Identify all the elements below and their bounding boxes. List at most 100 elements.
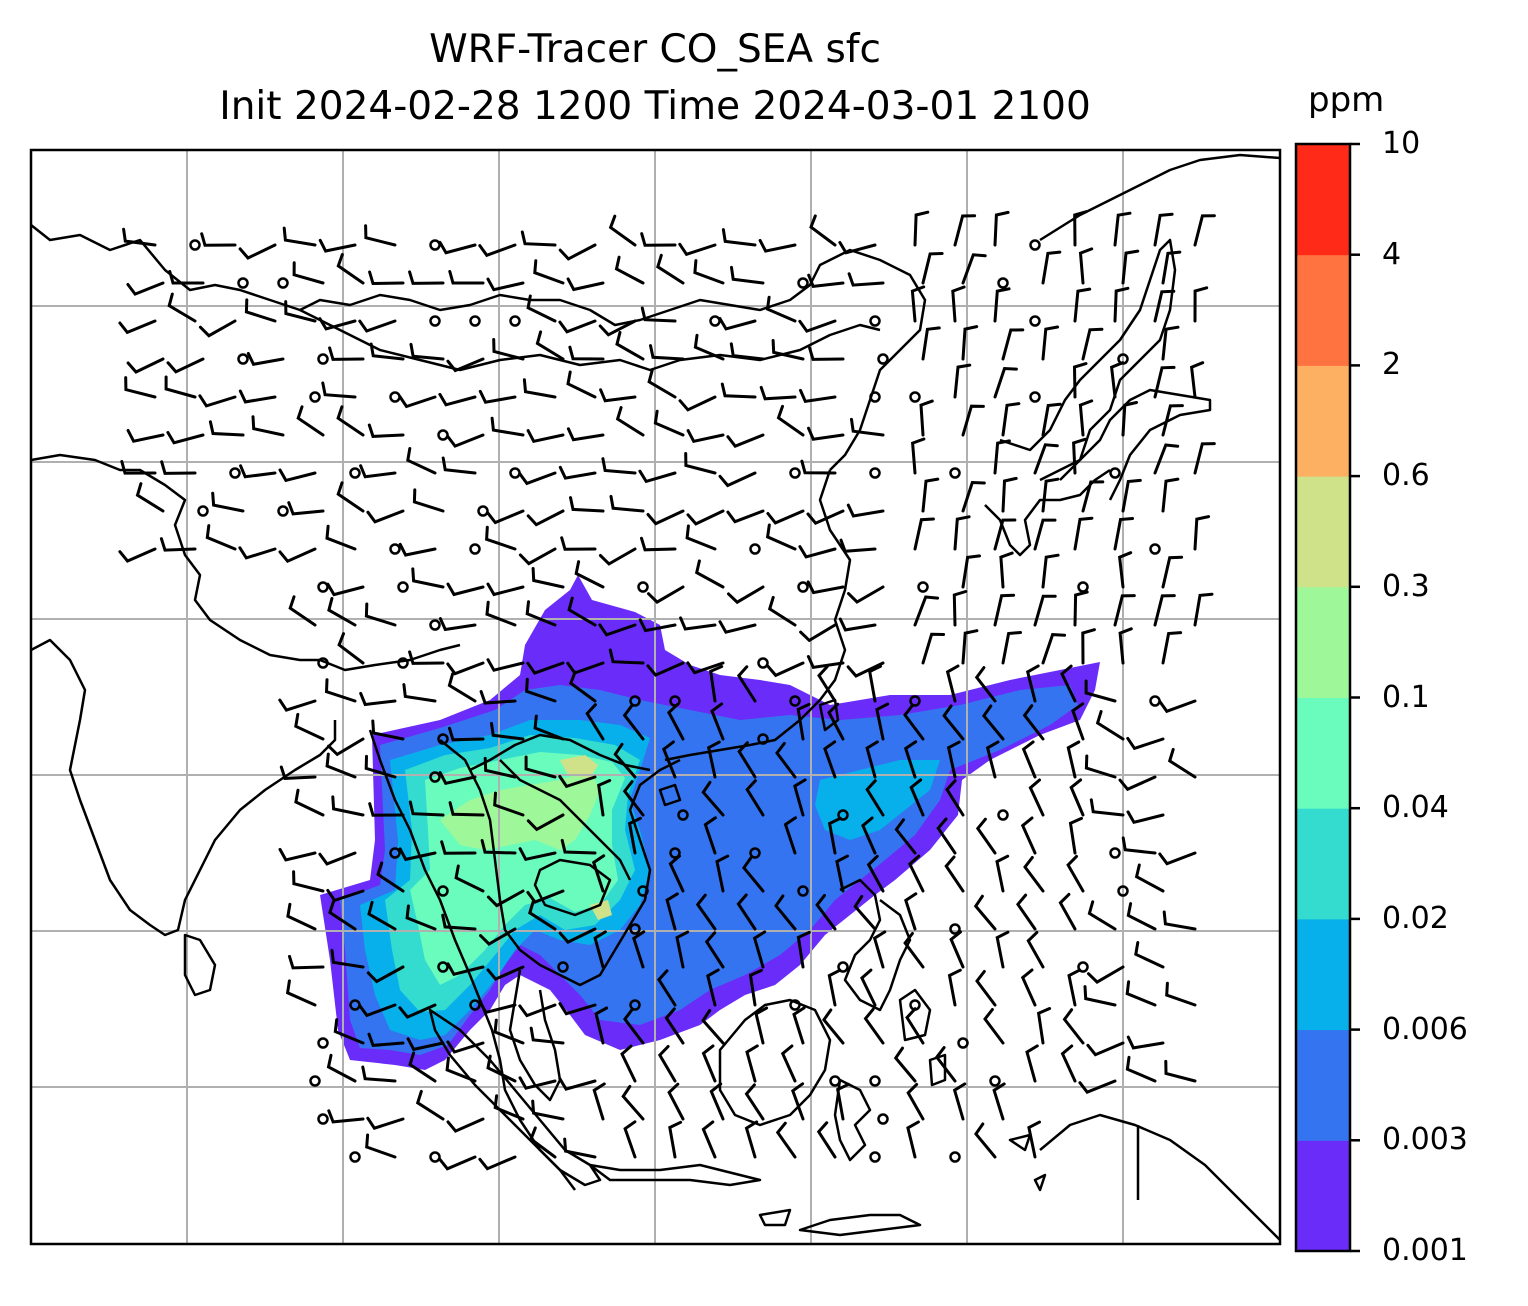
wind-barb xyxy=(664,1007,685,1045)
wind-barb xyxy=(1081,327,1104,361)
wind-barb xyxy=(1158,851,1197,866)
calm-wind-marker xyxy=(1077,581,1089,593)
wind-barb xyxy=(244,298,277,323)
wind-barb xyxy=(1041,250,1062,285)
wind-barb xyxy=(667,1082,685,1121)
wind-barb xyxy=(365,1133,397,1159)
calm-wind-marker xyxy=(669,847,681,859)
wind-barb xyxy=(124,376,157,399)
wind-barb xyxy=(486,658,525,672)
wind-barb xyxy=(490,416,525,437)
wind-barb xyxy=(524,755,557,779)
wind-barb xyxy=(1153,212,1174,247)
wind-barb xyxy=(961,404,985,437)
wind-barb xyxy=(942,704,965,741)
wind-barb xyxy=(1041,477,1060,513)
wind-barb xyxy=(1189,361,1205,399)
wind-barb xyxy=(846,503,885,518)
wind-barb xyxy=(1026,930,1045,969)
colorbar-tick-label: 0.001 xyxy=(1382,1233,1468,1268)
wind-barb xyxy=(835,854,849,893)
wind-barb xyxy=(1121,249,1140,285)
wind-barb xyxy=(122,227,157,247)
wind-barb xyxy=(1060,1044,1077,1083)
wind-barb xyxy=(860,968,877,1007)
wind-barb xyxy=(328,346,365,361)
calm-wind-marker xyxy=(557,961,569,973)
wind-barb xyxy=(126,357,165,374)
wind-barb xyxy=(526,509,565,527)
wind-barb xyxy=(647,585,685,604)
wind-barb xyxy=(775,742,797,779)
colorbar-segment xyxy=(1296,254,1350,366)
wind-barb xyxy=(558,465,597,480)
wind-barb xyxy=(807,273,845,289)
wind-barb xyxy=(1161,325,1180,361)
calm-wind-marker xyxy=(317,1113,329,1125)
wind-barb xyxy=(649,344,685,361)
wind-barb xyxy=(493,791,525,817)
wind-barb xyxy=(709,665,724,703)
wind-barb xyxy=(657,1045,677,1083)
calm-wind-marker xyxy=(317,1037,329,1049)
wind-barb xyxy=(816,1121,837,1159)
wind-barb xyxy=(168,270,205,285)
wind-barb xyxy=(535,330,565,361)
wind-barb xyxy=(282,226,317,247)
wind-barb xyxy=(913,595,940,627)
calm-wind-marker xyxy=(869,1075,881,1087)
wind-barb xyxy=(1158,699,1197,714)
wind-barb xyxy=(766,661,805,678)
wind-barb xyxy=(558,1002,597,1016)
wind-barb xyxy=(640,536,677,552)
calm-wind-marker xyxy=(637,581,649,593)
wind-barb xyxy=(999,551,1014,589)
wind-barb xyxy=(438,392,477,407)
wind-barb xyxy=(321,381,357,399)
wind-barb xyxy=(1041,553,1060,589)
wind-barb xyxy=(661,740,677,779)
wind-barb xyxy=(159,537,197,552)
wind-barb xyxy=(326,582,365,597)
wind-barb xyxy=(118,319,157,335)
wind-barb xyxy=(238,546,277,560)
wind-barb xyxy=(993,439,1011,475)
wind-barb xyxy=(993,210,1010,247)
chart-subtitle: Init 2024-02-28 1200 Time 2024-03-01 210… xyxy=(219,84,1091,129)
wind-barb xyxy=(620,1044,637,1083)
wind-barb xyxy=(993,593,1016,627)
wind-barb xyxy=(558,319,597,334)
wind-barb xyxy=(286,902,317,931)
wind-barb xyxy=(533,259,565,285)
calm-wind-marker xyxy=(757,733,769,745)
wind-barb xyxy=(910,285,926,323)
wind-barb xyxy=(861,816,877,855)
wind-barb xyxy=(405,904,437,931)
wind-barb xyxy=(1033,594,1057,627)
wind-barb xyxy=(398,395,437,409)
wind-barb xyxy=(893,1046,917,1083)
wind-barb xyxy=(721,228,757,247)
wind-barb xyxy=(657,969,677,1007)
wind-barb xyxy=(569,496,605,513)
wind-barb xyxy=(402,683,437,703)
wind-barb xyxy=(406,447,437,475)
wind-barb xyxy=(246,352,285,366)
wind-barb xyxy=(667,702,685,741)
wind-barb xyxy=(591,854,606,893)
wind-barb xyxy=(934,1046,957,1083)
wind-barb xyxy=(838,241,877,255)
wind-barb xyxy=(1073,590,1089,627)
wind-barb xyxy=(486,1054,517,1083)
wind-barb xyxy=(278,547,317,564)
wind-barb xyxy=(520,230,557,247)
calm-wind-marker xyxy=(1029,391,1041,403)
wind-barb xyxy=(613,742,637,779)
calm-wind-marker xyxy=(1077,961,1089,973)
wind-barb xyxy=(921,326,941,361)
calm-wind-marker xyxy=(1029,315,1041,327)
colorbar-tick-label: 2 xyxy=(1382,347,1402,383)
wind-barb xyxy=(288,595,317,627)
wind-barb xyxy=(560,536,597,551)
wind-barb xyxy=(767,595,797,627)
